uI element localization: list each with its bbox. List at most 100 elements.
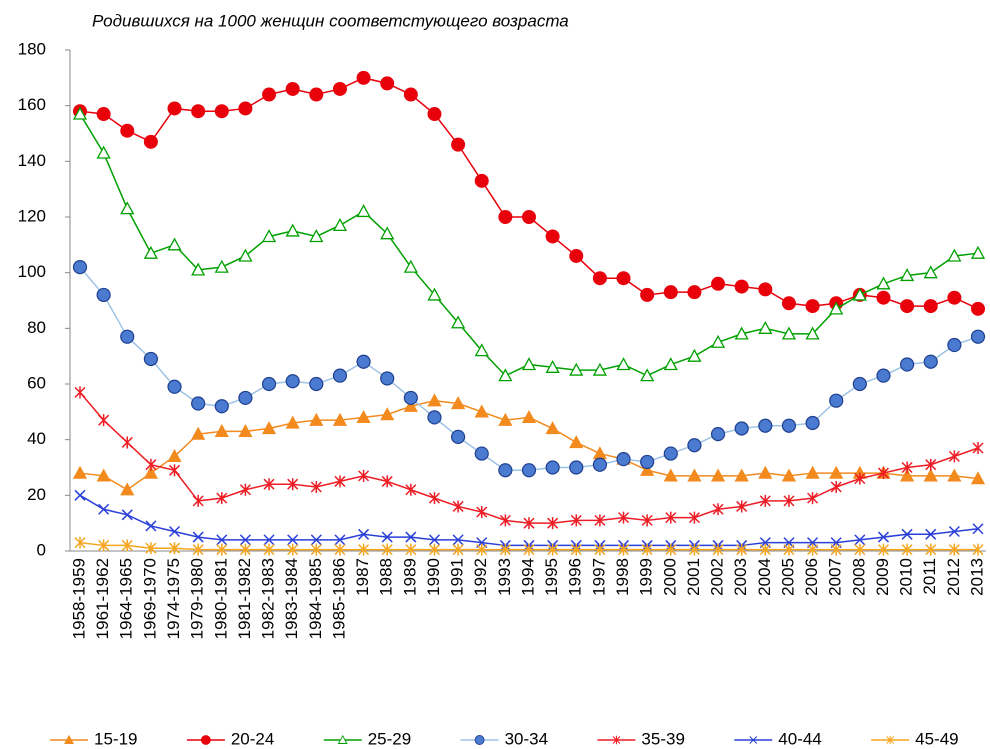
marker bbox=[877, 531, 890, 543]
marker bbox=[711, 276, 726, 291]
marker bbox=[120, 482, 135, 496]
marker bbox=[451, 137, 466, 152]
marker bbox=[900, 468, 915, 482]
marker bbox=[852, 376, 867, 392]
marker bbox=[592, 362, 607, 376]
x-tick-label: 1999 bbox=[637, 558, 656, 596]
marker bbox=[523, 543, 535, 556]
marker bbox=[545, 460, 560, 475]
marker bbox=[120, 329, 135, 344]
marker bbox=[545, 229, 560, 244]
marker bbox=[547, 517, 559, 530]
marker bbox=[781, 326, 797, 340]
marker bbox=[830, 480, 842, 493]
x-tick-label: 1990 bbox=[424, 558, 443, 596]
marker bbox=[285, 223, 300, 237]
marker bbox=[947, 248, 962, 262]
x-tick-label: 2012 bbox=[944, 558, 963, 596]
y-tick-label: 0 bbox=[37, 540, 46, 559]
marker bbox=[569, 362, 584, 376]
marker bbox=[498, 210, 513, 224]
marker bbox=[970, 329, 986, 344]
marker bbox=[428, 534, 441, 546]
x-tick-label: 2004 bbox=[755, 558, 774, 596]
marker bbox=[640, 368, 655, 382]
marker bbox=[192, 543, 204, 556]
marker bbox=[900, 268, 915, 282]
marker bbox=[736, 500, 748, 513]
x-tick-label: 1995 bbox=[542, 558, 561, 596]
marker bbox=[830, 543, 842, 556]
marker bbox=[216, 534, 228, 546]
marker bbox=[143, 134, 158, 149]
marker bbox=[805, 299, 820, 314]
marker bbox=[309, 376, 324, 392]
marker bbox=[569, 460, 584, 475]
marker bbox=[192, 494, 204, 507]
marker bbox=[239, 543, 251, 556]
marker bbox=[381, 543, 393, 556]
x-tick-label: 1989 bbox=[400, 558, 419, 596]
legend-item: 30-34 bbox=[460, 729, 548, 748]
marker bbox=[886, 735, 895, 745]
marker bbox=[405, 543, 417, 556]
legend-item: 45-49 bbox=[871, 729, 959, 748]
marker bbox=[972, 543, 984, 556]
marker bbox=[143, 245, 158, 259]
marker bbox=[168, 542, 181, 555]
marker bbox=[925, 543, 937, 556]
marker bbox=[96, 145, 111, 159]
marker bbox=[380, 407, 395, 421]
marker bbox=[807, 543, 819, 556]
marker bbox=[734, 468, 749, 482]
marker bbox=[310, 534, 322, 546]
marker bbox=[876, 368, 891, 383]
marker bbox=[829, 301, 844, 315]
marker bbox=[948, 525, 960, 538]
marker bbox=[687, 438, 702, 453]
marker bbox=[971, 301, 985, 316]
marker bbox=[523, 517, 535, 530]
marker bbox=[167, 237, 182, 251]
marker bbox=[923, 354, 938, 369]
x-tick-label: 1981-1982 bbox=[235, 558, 254, 639]
x-tick-label: 1987 bbox=[353, 558, 372, 596]
marker bbox=[970, 245, 986, 259]
marker bbox=[476, 543, 488, 556]
marker bbox=[405, 531, 417, 543]
marker bbox=[74, 386, 86, 399]
marker bbox=[665, 543, 677, 556]
x-tick-label: 2009 bbox=[873, 558, 892, 596]
marker bbox=[72, 465, 88, 479]
marker bbox=[569, 248, 584, 263]
marker bbox=[663, 285, 678, 300]
marker bbox=[428, 492, 441, 505]
marker bbox=[758, 418, 773, 433]
marker bbox=[285, 374, 300, 389]
marker bbox=[403, 87, 418, 102]
marker bbox=[214, 259, 229, 273]
marker bbox=[592, 457, 607, 472]
x-tick-label: 2003 bbox=[731, 558, 750, 596]
marker bbox=[781, 296, 796, 311]
marker bbox=[663, 468, 678, 482]
marker bbox=[334, 534, 346, 546]
marker bbox=[641, 514, 653, 527]
marker bbox=[687, 468, 702, 482]
marker bbox=[805, 465, 820, 479]
x-tick-label: 2002 bbox=[708, 558, 727, 596]
marker bbox=[736, 543, 748, 556]
marker bbox=[287, 478, 299, 491]
marker bbox=[688, 543, 700, 556]
x-tick-label: 1997 bbox=[589, 558, 608, 596]
x-tick-label: 1998 bbox=[613, 558, 632, 596]
marker bbox=[876, 290, 891, 305]
marker bbox=[238, 101, 253, 116]
marker bbox=[947, 290, 962, 305]
marker bbox=[358, 469, 370, 482]
y-tick-label: 180 bbox=[18, 39, 46, 58]
marker bbox=[783, 494, 795, 507]
marker bbox=[167, 379, 182, 394]
